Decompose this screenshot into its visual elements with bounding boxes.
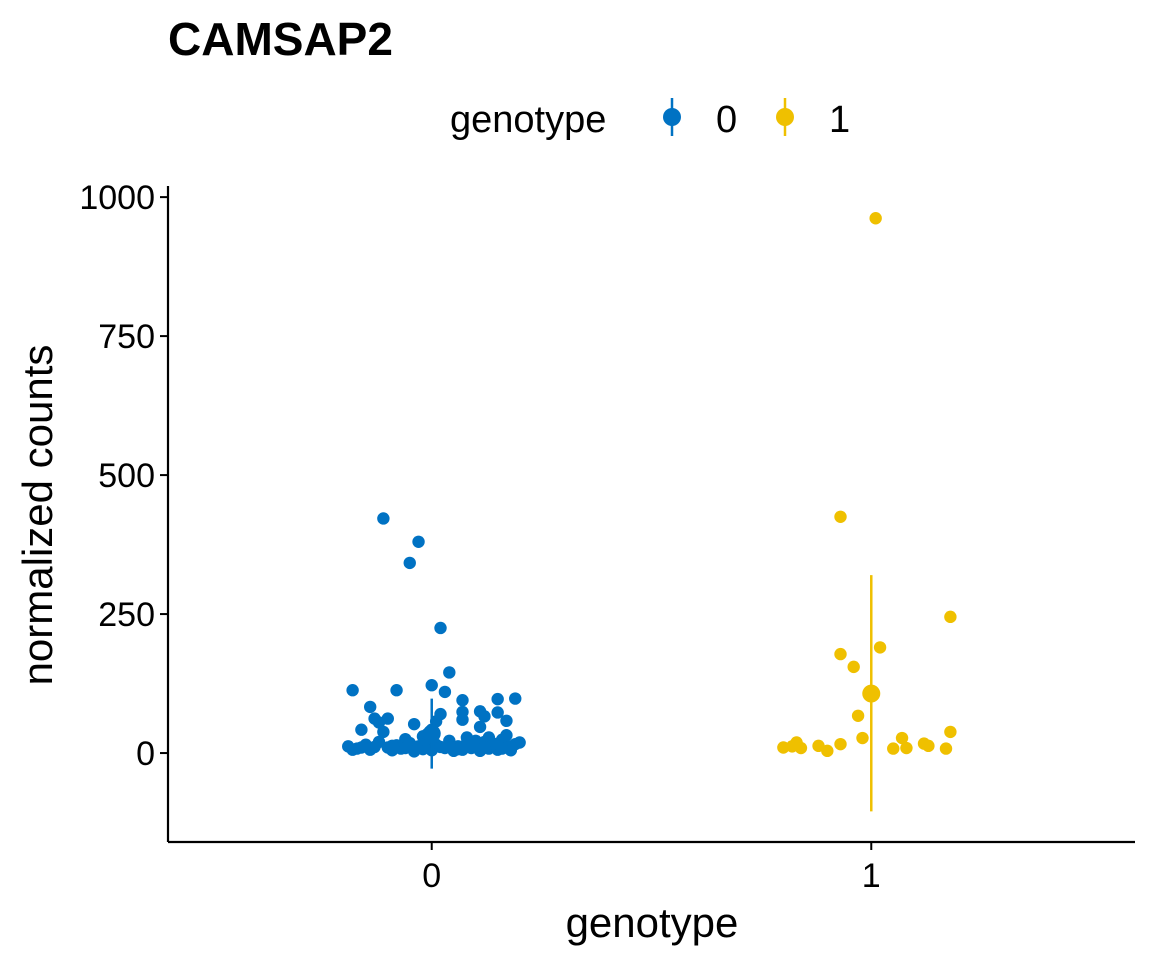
data-point [412, 536, 424, 548]
y-tick-label: 0 [136, 735, 155, 773]
data-point [456, 694, 468, 706]
series-1 [777, 212, 956, 811]
data-point [426, 679, 438, 691]
axes: 0 250 500 750 1000 0 1 [79, 179, 1135, 895]
data-point [474, 721, 486, 733]
data-point [434, 622, 446, 634]
data-point [355, 724, 367, 736]
legend-key-point [776, 108, 794, 126]
y-tick-label: 500 [98, 457, 155, 495]
legend-label: 0 [716, 99, 737, 141]
data-point [478, 741, 490, 753]
data-point [856, 732, 868, 744]
data-point [509, 692, 521, 704]
data-point [874, 641, 886, 653]
data-point [900, 742, 912, 754]
mean-point [862, 685, 880, 703]
data-point [491, 693, 503, 705]
series-0 [342, 512, 526, 768]
data-point [355, 741, 367, 753]
data-point [500, 715, 512, 727]
data-point [834, 738, 846, 750]
data-point [944, 611, 956, 623]
data-point [404, 557, 416, 569]
data-point [386, 740, 398, 752]
y-tick-label: 1000 [79, 179, 155, 217]
data-point [346, 684, 358, 696]
legend-label: 1 [829, 99, 850, 141]
data-point [777, 741, 789, 753]
data-point [852, 710, 864, 722]
data-point [922, 740, 934, 752]
data-point [795, 742, 807, 754]
data-point [443, 666, 455, 678]
data-point [478, 710, 490, 722]
y-tick-label: 750 [98, 318, 155, 356]
legend: genotype 0 1 [450, 98, 850, 141]
data-point [456, 713, 468, 725]
data-point [377, 512, 389, 524]
chart-title: CAMSAP2 [168, 13, 393, 65]
x-tick-label: 1 [862, 857, 881, 895]
data-point [847, 661, 859, 673]
data-point [834, 648, 846, 660]
y-tick-label: 250 [98, 596, 155, 634]
data-point [944, 726, 956, 738]
data-point [364, 701, 376, 713]
data-point [408, 718, 420, 730]
data-point [869, 212, 881, 224]
data-point [887, 742, 899, 754]
legend-key-point [663, 108, 681, 126]
data-point [390, 684, 402, 696]
legend-title: genotype [450, 99, 606, 141]
data-point [399, 742, 411, 754]
data-point [834, 511, 846, 523]
data-point [940, 742, 952, 754]
data-point [821, 745, 833, 757]
data-point [439, 686, 451, 698]
plot-marks [342, 212, 957, 811]
y-axis-title: normalized counts [14, 345, 61, 686]
x-axis-title: genotype [566, 899, 739, 946]
x-tick-label: 0 [422, 857, 441, 895]
mean-point [423, 725, 441, 743]
data-point [443, 740, 455, 752]
data-point [496, 742, 508, 754]
data-point [368, 741, 380, 753]
